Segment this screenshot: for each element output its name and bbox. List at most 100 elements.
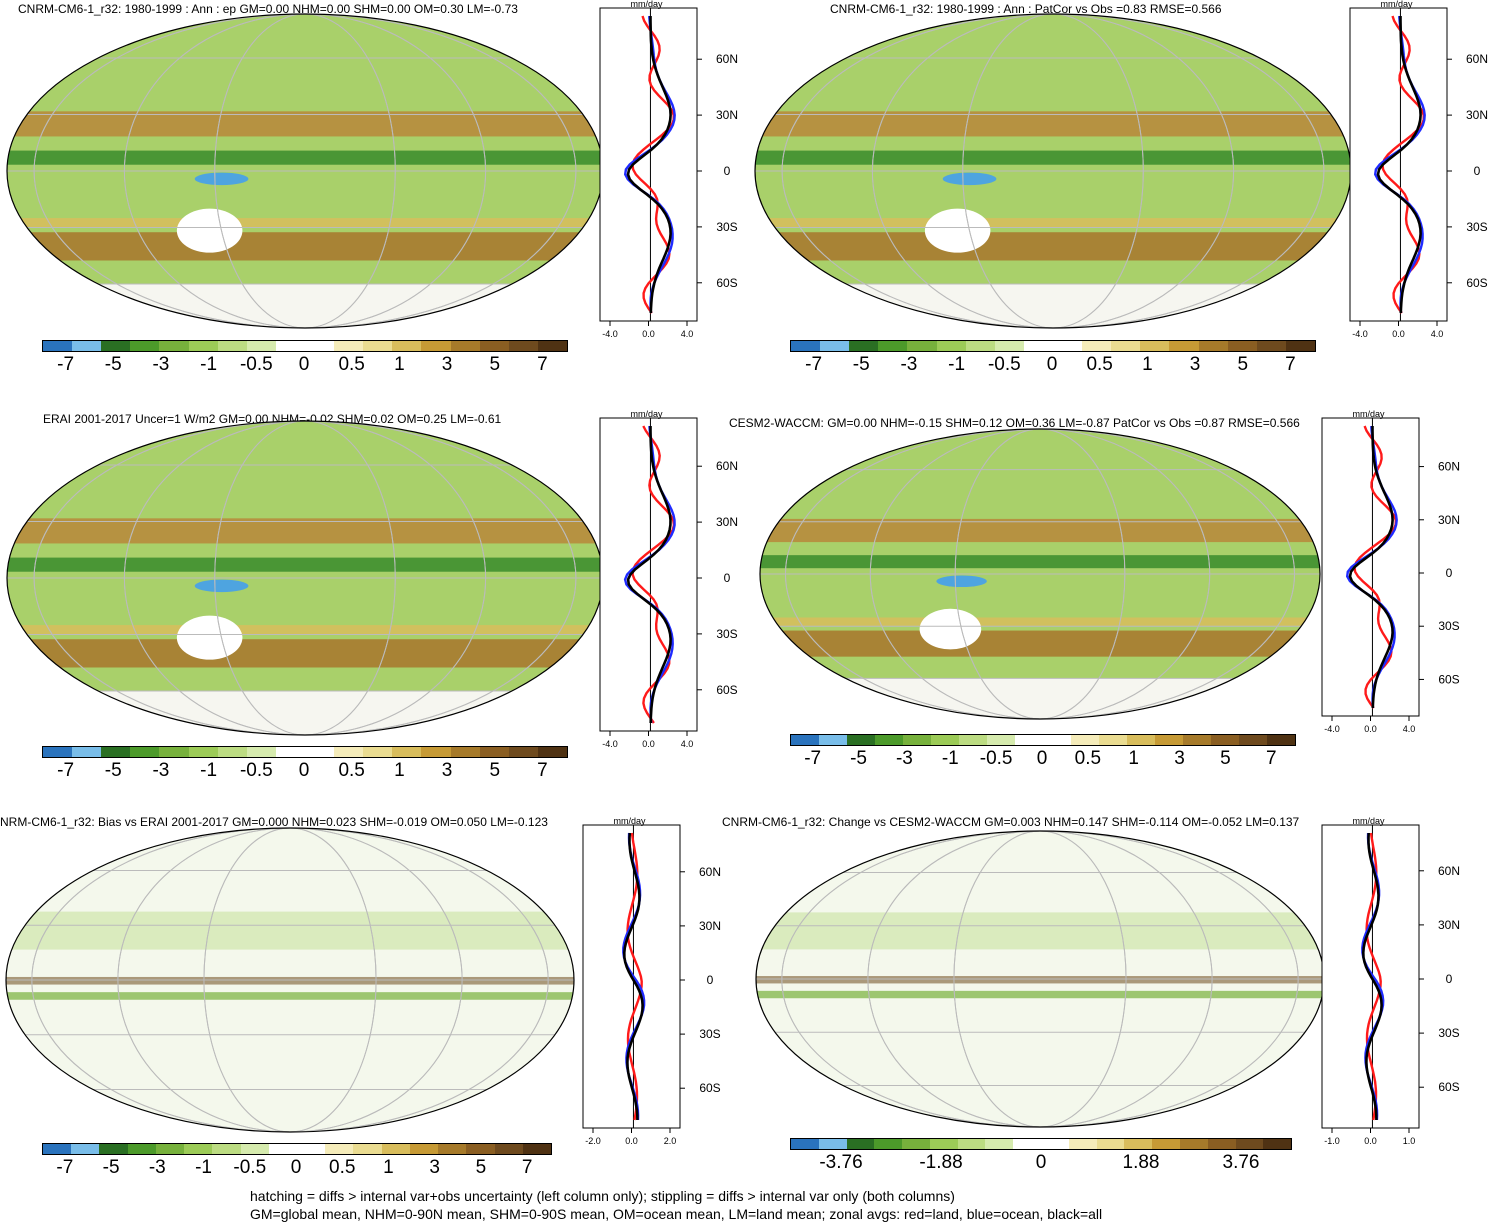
zonal-plot-frame [1349,7,1448,322]
zonal-curve [626,16,672,314]
colorbar-swatch [159,747,189,757]
colorbar-swatch [1082,341,1112,351]
colorbar-swatch [268,1144,297,1154]
zonal-unit-label: mm/day [630,409,663,419]
australia-dry [176,615,243,660]
colorbar-tick-label: 7 [1266,748,1277,769]
colorbar-swatch [159,341,189,351]
colorbar-swatch [931,735,959,745]
panel-title: CNRM-CM6-1_r32: 1980-1999 : Ann : ep GM=… [18,2,518,16]
colorbar-swatch [240,1144,269,1154]
colorbar-tick-label: 0 [1046,354,1058,375]
colorbar-tick-label: 0 [290,1157,302,1178]
x-tick-label: 1.0 [1403,1136,1416,1146]
precip-band [760,617,1320,627]
colorbar-swatch [1071,735,1099,745]
colorbar-swatch [1263,1139,1292,1149]
colorbar-swatch [1285,341,1315,351]
lat-tick-label: 60N [1466,52,1488,66]
colorbar-swatch [965,341,995,351]
colorbar-swatch [155,1144,185,1154]
colorbar-swatch [1127,735,1155,745]
colorbar-swatch [987,735,1015,745]
colorbar-swatch [304,341,335,351]
x-tick-label: -4.0 [602,739,618,749]
lat-tick-label: 30N [1438,918,1460,932]
lat-tick-label: 30N [699,919,721,933]
lat-tick-label: 0 [1474,164,1481,178]
colorbar-main [790,340,1316,352]
colorbar-swatch [508,747,538,757]
colorbar-tick-label: -3.76 [819,1152,863,1173]
zonal-average-plot: mm/day 60N 30N 0 30S 60S -2.0 0.0 2.0 [582,816,721,1146]
colorbar-swatch [902,1139,930,1149]
lat-tick-label: 60S [716,276,737,290]
footer-line-1: hatching = diffs > internal var+obs unce… [250,1188,955,1204]
colorbar-tick-label: 1 [1128,748,1140,769]
panel-title: CESM2-WACCM: GM=0.00 NHM=-0.15 SHM=0.12 … [729,416,1300,430]
precip-band [7,625,603,635]
colorbar-swatch [1140,341,1170,351]
colorbar-swatch [392,341,422,351]
x-tick-label: -4.0 [1352,329,1368,339]
colorbar-swatch [957,1139,986,1149]
graticule-lon [214,14,396,328]
colorbar-swatch [334,341,364,351]
colorbar-swatch [217,341,247,351]
midlat-bias [756,912,1324,950]
lat-tick-label: 30S [1466,220,1487,234]
map-p4 [759,428,1321,720]
colorbar-main [790,734,1296,746]
warm-pool-wet [936,575,987,588]
colorbar-tick-label: -1 [941,748,959,769]
x-tick-label: 0.0 [625,1136,638,1146]
colorbar-swatch [479,341,509,351]
colorbar-tick-label: 0 [1035,1152,1047,1173]
colorbar-swatch [101,747,131,757]
colorbar-swatch [130,747,160,757]
colorbar-swatch [421,747,451,757]
graticule-lon [867,831,1213,1127]
warm-pool-wet [194,579,249,593]
colorbar-swatch [99,1144,128,1154]
colorbar-tick-label: 7 [537,760,548,781]
colorbar-tick-label: -7 [805,354,823,375]
precip-band [7,218,603,228]
zonal-curve [1348,426,1394,709]
colorbar-swatch [1068,1139,1097,1149]
colorbar-tick-label: -1 [200,760,218,781]
precip-band [755,111,1351,137]
colorbar-tick-label: -7 [57,354,75,375]
colorbar-swatch [438,1144,467,1154]
colorbar-tick-label: 3 [441,354,453,375]
lat-tick-label: 60N [699,865,721,879]
graticule-lon [781,831,1299,1127]
x-tick-label: -4.0 [602,329,618,339]
antarctica [7,284,603,328]
zonal-plot-frame [1321,417,1420,717]
lat-tick-label: 30N [716,515,738,529]
equatorial-bias [6,976,574,985]
graticule-lon [33,421,577,735]
x-tick-label: 0.0 [642,329,655,339]
colorbar-swatch [820,341,850,351]
lat-tick-label: 30N [1438,513,1460,527]
colorbar-tick-label: 5 [1237,354,1249,375]
colorbar-tick-label: -0.5 [987,354,1021,375]
zonal-unit-label: mm/day [630,0,663,9]
colorbar-swatch [479,747,509,757]
colorbar-tick-label: 0.5 [338,760,365,781]
colorbar-swatch [450,341,480,351]
colorbar-swatch [421,341,451,351]
x-tick-label: -4.0 [1324,724,1340,734]
graticule-lon [203,828,377,1132]
equatorial-bias [756,976,1324,984]
colorbar-swatch [334,747,364,757]
colorbar-swatch [188,341,218,351]
precip-band [7,232,603,261]
colorbar-tick-label: -5 [850,748,867,769]
lat-tick-label: 30N [716,108,738,122]
graticule-lon [123,421,487,735]
colorbar-swatch [791,735,819,745]
